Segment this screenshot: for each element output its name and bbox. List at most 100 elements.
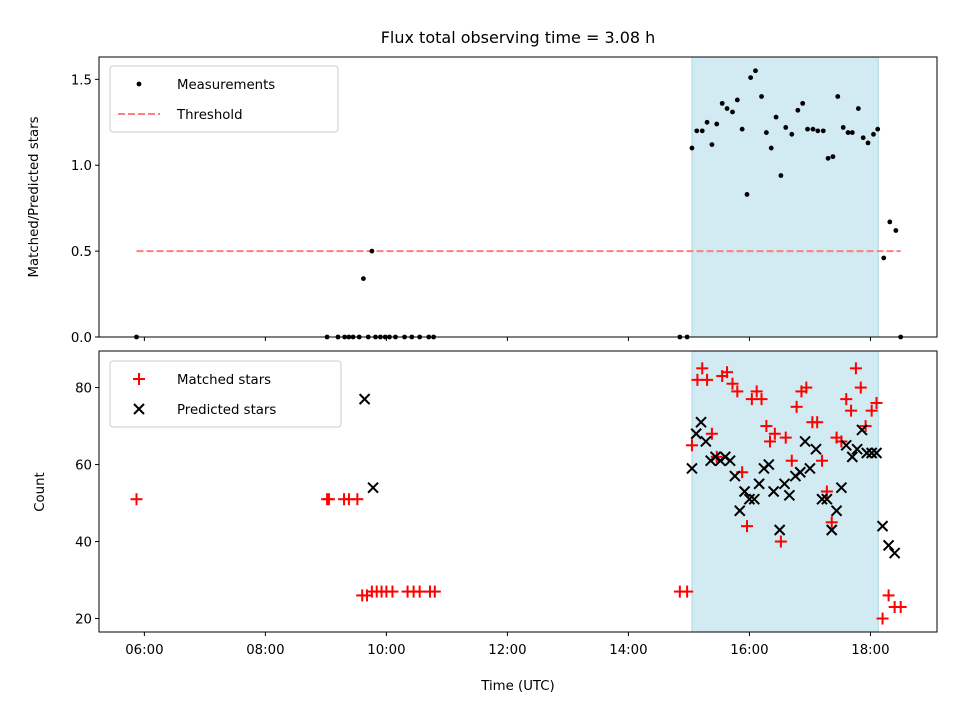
predicted-stars-point	[830, 505, 843, 517]
predicted-stars-point	[794, 466, 806, 478]
y-tick-label: 1.5	[71, 73, 92, 88]
observing-window-shade-top	[691, 56, 879, 338]
x-tick-label: 06:00	[125, 643, 163, 658]
predicted-stars-point	[846, 451, 858, 463]
top-panel-frame	[98, 56, 938, 338]
matched-stars-point	[768, 427, 781, 440]
measurement-point	[730, 109, 735, 115]
predicted-stars-point	[753, 478, 765, 490]
x-tick-label: 18:00	[851, 643, 889, 658]
measurement-point	[815, 128, 821, 134]
predicted-stars-point	[738, 485, 751, 498]
predicted-stars-point	[367, 481, 379, 494]
predicted-stars-point	[835, 481, 848, 494]
bottom-panel-y-ticks: 20 40 60 80	[75, 382, 99, 628]
measurement-point	[881, 255, 887, 261]
bottom-legend: Matched stars Predicted stars	[109, 360, 342, 428]
predicted-stars-point	[821, 493, 833, 505]
matched-stars-point	[750, 385, 763, 398]
measurement-point	[778, 173, 784, 178]
predicted-stars-point	[700, 435, 712, 448]
x-tick-label: 10:00	[367, 643, 405, 658]
legend-predicted-marker	[133, 403, 145, 415]
matched-stars-point	[816, 454, 829, 467]
predicted-stars-point	[861, 447, 873, 459]
predicted-stars-point	[729, 470, 741, 482]
predicted-stars-point	[840, 439, 852, 452]
measurement-point	[783, 125, 789, 130]
measurement-point	[744, 192, 750, 197]
x-tick-label: 08:00	[246, 643, 284, 658]
matched-stars-point	[696, 362, 709, 375]
top-legend: Measurements Threshold	[109, 65, 339, 133]
top-y-axis-label: Matched/Predicted stars	[27, 116, 42, 277]
measurement-point	[845, 130, 851, 135]
matched-stars-point	[785, 454, 798, 467]
top-panel-y-ticks: 0.0 0.5 1.0 1.5	[71, 73, 99, 346]
matched-stars-point	[840, 393, 853, 406]
bottom-y-axis-label: Count	[33, 472, 48, 512]
measurement-point	[773, 114, 779, 120]
x-tick-label: 14:00	[609, 643, 647, 658]
matched-stars-point	[811, 416, 824, 429]
measurement-point	[789, 131, 795, 137]
predicted-stars-point	[851, 443, 863, 455]
predicted-stars-point	[724, 454, 736, 467]
predicted-stars-point	[826, 524, 838, 536]
matched-stars-point	[428, 585, 441, 598]
measurement-point	[704, 119, 710, 125]
predicted-stars-point	[810, 443, 822, 455]
x-tick-label: 12:00	[488, 643, 526, 658]
y-tick-label: 80	[75, 382, 92, 397]
matched-stars-point	[854, 381, 867, 394]
legend-measurements-label: Measurements	[177, 78, 275, 93]
measurement-point	[830, 154, 836, 160]
matched-stars-point	[764, 435, 777, 448]
matched-stars-point	[726, 377, 739, 390]
predicted-stars-point	[686, 462, 698, 475]
predicted-stars-point	[763, 458, 775, 471]
matched-stars-point	[705, 427, 718, 440]
predicted-stars-point	[695, 416, 707, 428]
y-tick-label: 0.0	[71, 331, 92, 346]
matched-stars-point	[865, 404, 878, 417]
matched-stars-point	[701, 373, 714, 386]
measurement-point	[875, 126, 881, 132]
matched-stars-point	[755, 393, 768, 406]
measurement-point	[689, 145, 695, 151]
matched-stars-point	[876, 612, 889, 625]
matched-stars-point	[413, 585, 426, 598]
matched-stars-point	[882, 589, 895, 602]
measurement-point	[739, 126, 745, 132]
matched-stars-point	[130, 493, 143, 506]
measurement-point	[810, 126, 816, 132]
matched-stars-point	[760, 420, 773, 433]
bottom-panel-x-ticks: 06:00 08:00 10:00 12:00 14:00 16:00 18:00	[125, 632, 890, 658]
matched-stars-point	[894, 600, 907, 613]
matched-stars-point	[870, 396, 883, 409]
matched-stars-point	[721, 366, 734, 379]
measurement-point	[855, 106, 861, 111]
y-tick-label: 1.0	[71, 159, 92, 174]
bottom-panel: 20 40 60 80 06:00 08:00 10:00 12:00 14:00 16:00 1…	[33, 350, 938, 694]
measurement-point	[795, 107, 801, 113]
legend-matched-marker	[133, 373, 145, 385]
top-panel-marks	[134, 68, 904, 340]
predicted-stars-point	[743, 493, 756, 505]
measurement-point	[865, 140, 871, 146]
measurement-point	[694, 128, 700, 134]
matched-stars-point	[779, 431, 792, 444]
predicted-stars-point	[865, 447, 878, 459]
predicted-stars-point	[804, 462, 816, 475]
predicted-stars-point	[816, 493, 828, 505]
predicted-stars-point	[856, 424, 868, 436]
y-tick-label: 40	[75, 536, 92, 551]
legend-measurements-marker	[136, 81, 142, 87]
predicted-stars-point	[690, 428, 702, 440]
predicted-stars-point	[876, 520, 889, 532]
matched-stars-point	[774, 535, 787, 548]
bottom-legend-box	[109, 360, 342, 428]
predicted-stars-point	[778, 478, 791, 490]
matched-stars-point	[825, 516, 838, 529]
measurement-point	[840, 125, 846, 130]
